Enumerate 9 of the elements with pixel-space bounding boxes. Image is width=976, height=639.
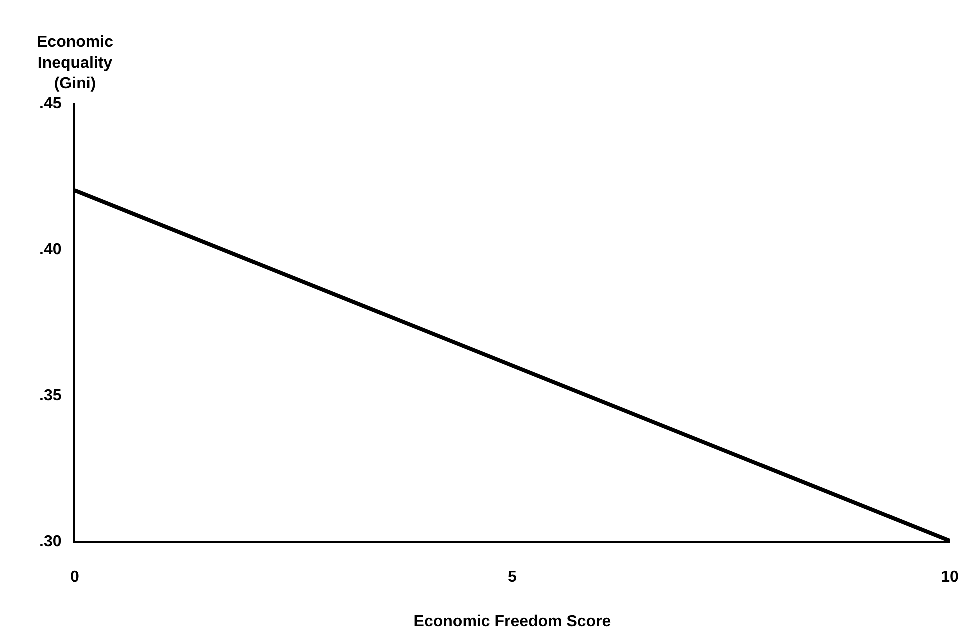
x-axis-title: Economic Freedom Score [414,613,612,630]
y-tick-label: .45 [40,96,62,113]
y-tick-label: .40 [40,242,62,259]
x-tick-label: 5 [508,569,518,586]
x-tick-label: 10 [941,569,959,586]
x-tick-label: 0 [70,569,80,586]
y-tick-label: .35 [40,388,62,405]
y-axis-title: Economic Inequality (Gini) [37,34,114,93]
y-tick-label: .30 [40,534,62,551]
